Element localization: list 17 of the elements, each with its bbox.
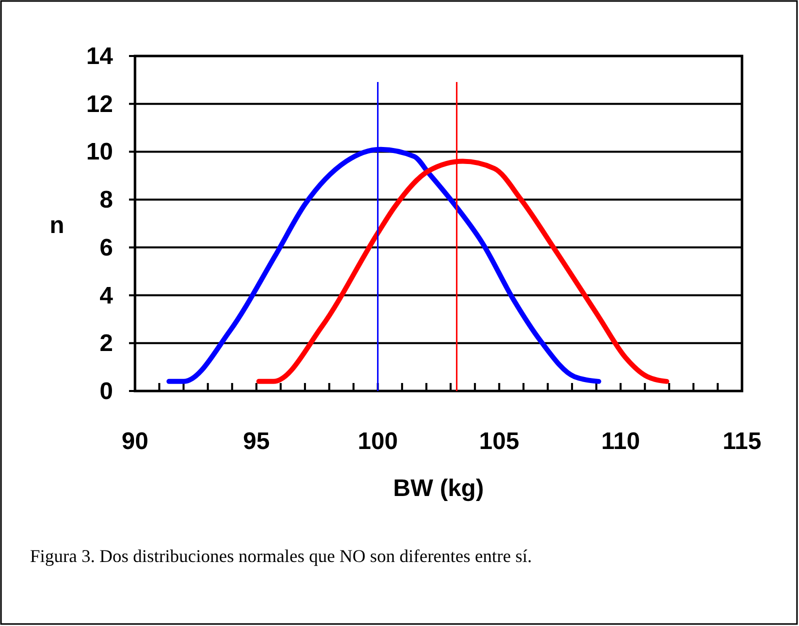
x-tick-label: 105 [479, 428, 520, 455]
x-tick-label: 100 [358, 428, 398, 455]
y-tick-label: 12 [86, 90, 113, 118]
y-tick-label: 14 [86, 43, 114, 70]
x-tick-label: 115 [722, 428, 762, 455]
x-tick-label: 90 [122, 428, 148, 455]
y-tick-label: 4 [100, 282, 114, 310]
y-tick-label: 6 [100, 234, 113, 262]
x-tick-label: 95 [243, 428, 270, 455]
x-tick-label: 110 [601, 428, 640, 455]
y-tick-label: 10 [86, 138, 113, 166]
text: Figura 3. Dos distribuciones normales que NO son diferentes entre sí. [30, 546, 532, 566]
y-axis-title: n [50, 212, 64, 239]
x-axis-title: BW (kg) [393, 475, 484, 502]
y-tick-label: 0 [100, 378, 113, 405]
y-tick-label: 2 [100, 330, 113, 358]
y-tick-label: 8 [100, 186, 113, 214]
